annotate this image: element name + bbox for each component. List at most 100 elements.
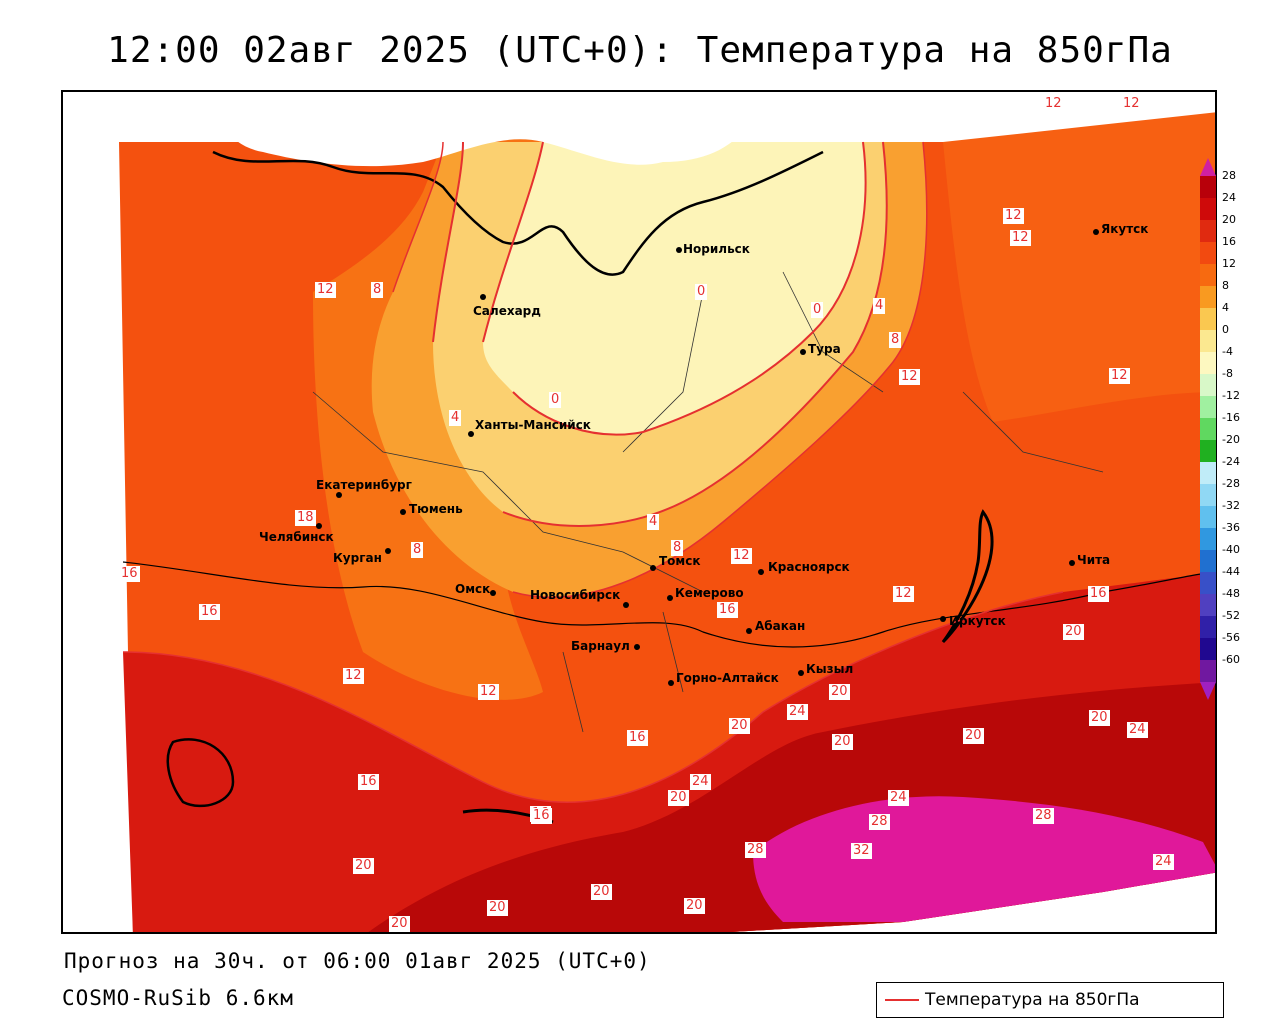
isotherm-label: 20 — [487, 900, 508, 916]
city-novosibirsk: Новосибирск — [530, 588, 621, 602]
isotherm-label: 12 — [1010, 230, 1031, 246]
band-12-east — [943, 112, 1215, 422]
scale-tick-label: -20 — [1222, 433, 1240, 446]
legend-label: Температура на 850гПа — [925, 990, 1140, 1010]
scale-segment — [1200, 352, 1216, 374]
legend-line-swatch — [885, 999, 919, 1001]
city-kurgan: Курган — [333, 551, 382, 565]
isotherm-label: 12 — [1003, 208, 1024, 224]
city-krasnoyarsk: Красноярск — [768, 560, 850, 574]
isotherm-label: 4 — [873, 298, 886, 314]
isotherm-label: 20 — [684, 898, 705, 914]
coastline — [212, 150, 824, 276]
isotherm-label: 32 — [851, 843, 872, 859]
scale-segment — [1200, 616, 1216, 638]
kara-sea — [213, 92, 763, 167]
scale-segment — [1200, 330, 1216, 352]
isotherm-label: 20 — [389, 916, 410, 932]
scale-bottom-arrow — [1200, 682, 1216, 700]
scale-segment — [1200, 594, 1216, 616]
caspian-region — [166, 738, 235, 808]
city-tura: Тура — [808, 342, 841, 356]
city-dot — [667, 595, 673, 601]
isotherm-label: 24 — [690, 774, 711, 790]
city-irkutsk: Иркутск — [949, 614, 1006, 628]
city-dot — [668, 680, 674, 686]
city-dot — [468, 431, 474, 437]
border-south — [122, 561, 1215, 648]
scale-segment — [1200, 286, 1216, 308]
isotherm-label: 12 — [731, 548, 752, 564]
lake-baikal — [941, 509, 994, 644]
forecast-info: Прогноз на 30ч. от 06:00 01авг 2025 (UTC… — [64, 949, 651, 973]
city-khanty-mansiysk: Ханты-Мансийск — [475, 418, 591, 432]
scale-segment — [1200, 550, 1216, 572]
isotherm-label: 4 — [647, 514, 660, 530]
scale-segment — [1200, 660, 1216, 682]
isotherm-label: 24 — [888, 790, 909, 806]
city-yekaterinburg: Екатеринбург — [316, 478, 412, 492]
isotherm-label: 20 — [832, 734, 853, 750]
scale-tick-label: -24 — [1222, 455, 1240, 468]
city-tyumen: Тюмень — [409, 502, 463, 516]
isotherm-label: 12 — [478, 684, 499, 700]
city-kemerovo: Кемерово — [675, 586, 744, 600]
scale-segment — [1200, 308, 1216, 330]
scale-tick-label: -4 — [1222, 345, 1233, 358]
isotherm-label: 4 — [449, 410, 462, 426]
legend: Температура на 850гПа — [876, 982, 1224, 1018]
scale-tick-label: 16 — [1222, 235, 1236, 248]
isotherm-label: 16 — [1088, 586, 1109, 602]
color-scale — [1200, 158, 1216, 700]
isotherm-label: 0 — [695, 284, 708, 300]
scale-tick-label: 24 — [1222, 191, 1236, 204]
city-dot — [800, 349, 806, 355]
hot-zone-28 — [753, 796, 1215, 922]
scale-tick-label: 12 — [1222, 257, 1236, 270]
scale-segment — [1200, 220, 1216, 242]
city-dot — [746, 628, 752, 634]
city-dot — [940, 616, 946, 622]
isotherm-label: 28 — [745, 842, 766, 858]
city-chelyabinsk: Челябинск — [259, 530, 334, 544]
city-kyzyl: Кызыл — [806, 662, 854, 676]
isotherm-label: 24 — [787, 704, 808, 720]
isotherm-label: 28 — [1033, 808, 1054, 824]
scale-tick-label: 20 — [1222, 213, 1236, 226]
scale-segment — [1200, 374, 1216, 396]
isotherm-label: 0 — [811, 302, 824, 318]
isotherm-label: 16 — [358, 774, 379, 790]
isotherm-8 — [392, 141, 928, 599]
city-gorno-altaysk: Горно-Алтайск — [676, 671, 779, 685]
scale-tick-label: -40 — [1222, 543, 1240, 556]
isotherm-label: 12 — [1109, 368, 1130, 384]
scale-tick-label: -16 — [1222, 411, 1240, 424]
city-dot — [758, 569, 764, 575]
isotherm-label: 20 — [1089, 710, 1110, 726]
isotherm-label: 20 — [963, 728, 984, 744]
scale-segment — [1200, 484, 1216, 506]
isotherm-label: 12 — [893, 586, 914, 602]
isotherm-label: 20 — [729, 718, 750, 734]
city-salekhard: Салехард — [473, 304, 541, 318]
scale-tick-label: -48 — [1222, 587, 1240, 600]
scale-tick-label: -8 — [1222, 367, 1233, 380]
city-dot — [316, 523, 322, 529]
isotherm-4 — [432, 141, 888, 527]
city-tomsk: Томск — [659, 554, 701, 568]
scale-tick-label: -56 — [1222, 631, 1240, 644]
city-dot — [480, 294, 486, 300]
scale-segment — [1200, 506, 1216, 528]
city-yakutsk: Якутск — [1101, 222, 1149, 236]
scale-segment — [1200, 528, 1216, 550]
city-dot — [650, 565, 656, 571]
isotherm-label: 20 — [353, 858, 374, 874]
city-omsk: Омск — [455, 582, 491, 596]
isotherm-label: 16 — [717, 602, 738, 618]
city-dot — [623, 602, 629, 608]
scale-tick-label: -12 — [1222, 389, 1240, 402]
isotherm-label: 8 — [889, 332, 902, 348]
scale-tick-label: -44 — [1222, 565, 1240, 578]
isotherm-label: 12 — [1121, 96, 1142, 112]
city-dot — [798, 670, 804, 676]
